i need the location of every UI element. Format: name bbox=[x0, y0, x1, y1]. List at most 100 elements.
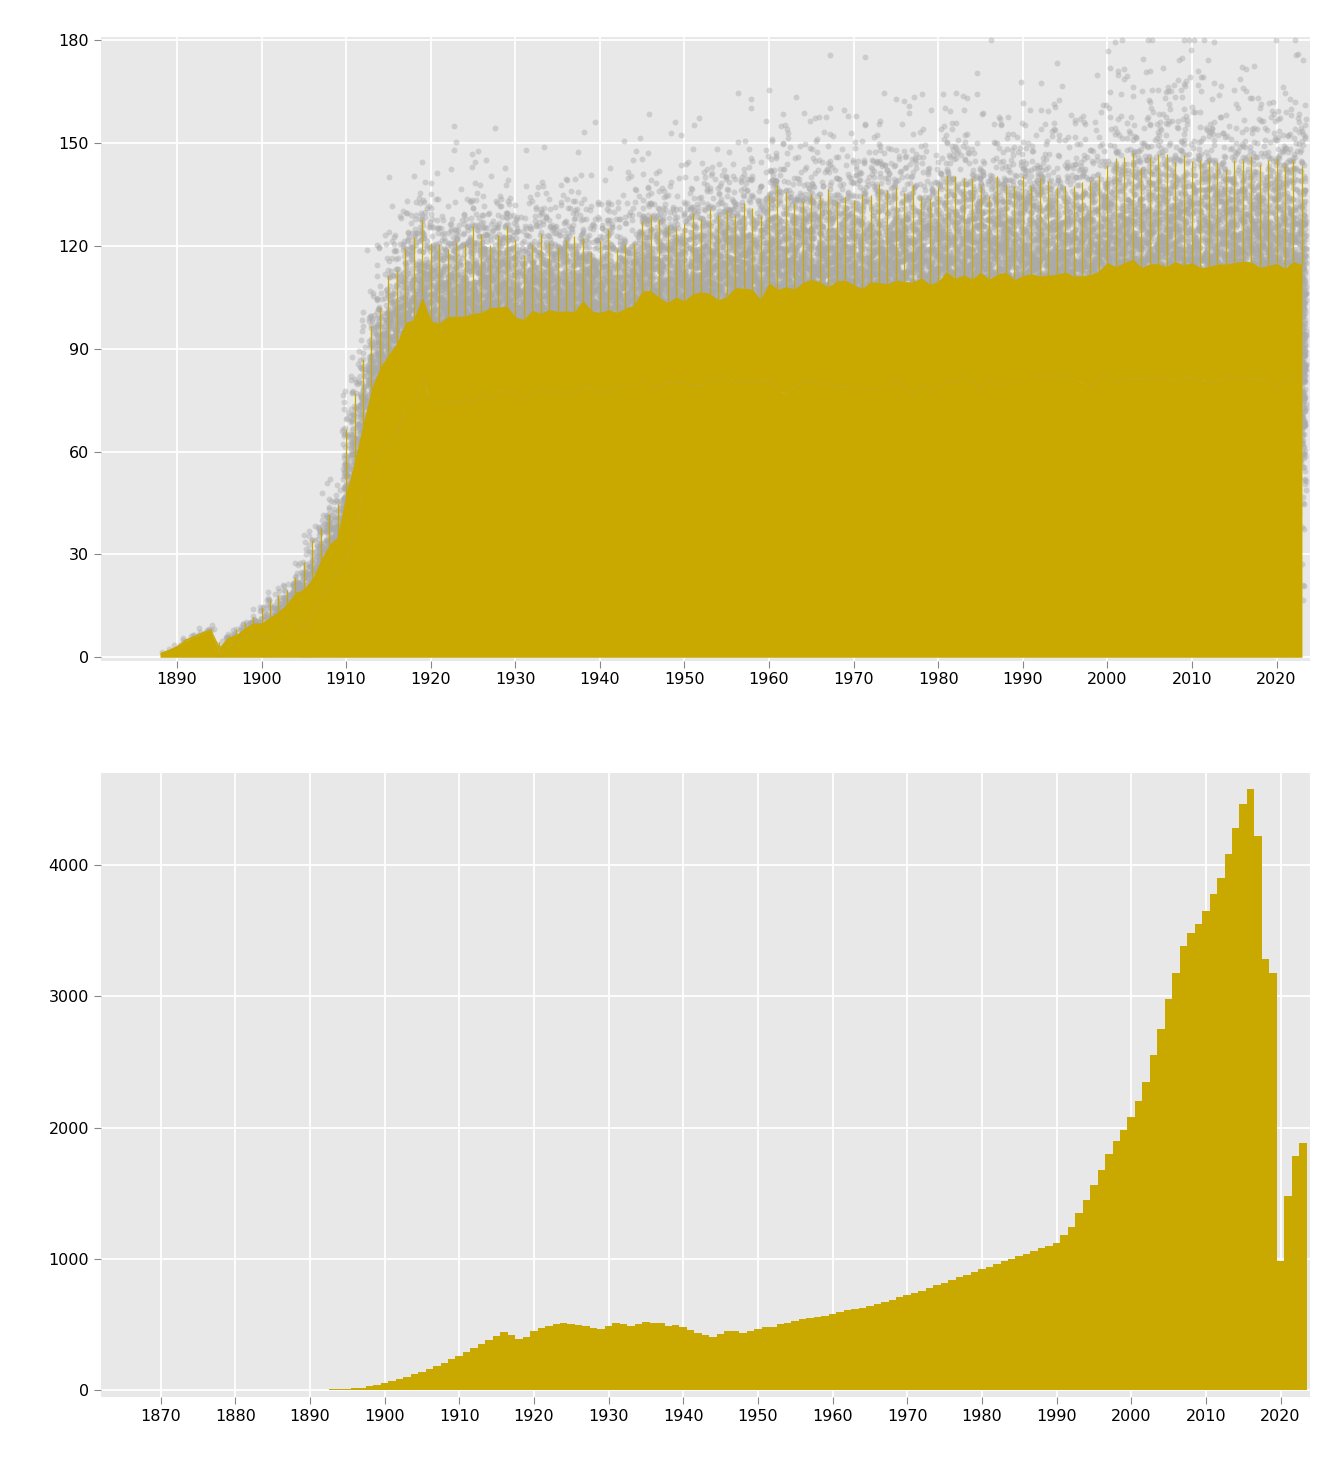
Point bbox=[942, 405, 964, 429]
Point bbox=[960, 300, 981, 324]
Point bbox=[453, 398, 474, 421]
Point bbox=[1046, 417, 1067, 440]
Point bbox=[828, 411, 849, 435]
Point bbox=[890, 418, 911, 442]
Point bbox=[249, 613, 270, 637]
Point bbox=[915, 241, 937, 265]
Point bbox=[1157, 443, 1179, 467]
Point bbox=[496, 201, 517, 225]
Point bbox=[503, 359, 524, 383]
Point bbox=[445, 437, 466, 461]
Point bbox=[948, 364, 969, 387]
Point bbox=[1150, 207, 1172, 231]
Point bbox=[841, 341, 863, 365]
Point bbox=[773, 216, 794, 239]
Point bbox=[1050, 287, 1071, 310]
Point bbox=[496, 307, 517, 331]
Point bbox=[911, 192, 933, 216]
Point bbox=[477, 446, 499, 470]
Point bbox=[883, 350, 905, 374]
Point bbox=[937, 157, 958, 180]
Point bbox=[1223, 347, 1245, 371]
Point bbox=[1203, 247, 1224, 270]
Point bbox=[759, 452, 781, 476]
Point bbox=[946, 371, 968, 395]
Point bbox=[583, 442, 605, 466]
Point bbox=[613, 371, 634, 395]
Point bbox=[1279, 365, 1301, 389]
Point bbox=[886, 291, 907, 315]
Point bbox=[1105, 448, 1126, 471]
Point bbox=[532, 389, 554, 412]
Point bbox=[827, 287, 848, 310]
Point bbox=[1136, 412, 1157, 436]
Point bbox=[886, 217, 907, 241]
Point bbox=[722, 299, 743, 322]
Point bbox=[708, 330, 730, 353]
Point bbox=[689, 389, 711, 412]
Point bbox=[753, 402, 774, 426]
Point bbox=[796, 253, 817, 276]
Point bbox=[681, 238, 703, 262]
Point bbox=[487, 336, 508, 359]
Point bbox=[1210, 420, 1231, 443]
Point bbox=[1066, 333, 1087, 356]
Point bbox=[526, 390, 547, 414]
Point bbox=[637, 365, 659, 389]
Point bbox=[324, 588, 345, 612]
Point bbox=[835, 334, 856, 358]
Point bbox=[1222, 349, 1243, 372]
Point bbox=[439, 427, 461, 451]
Point bbox=[1137, 134, 1159, 158]
Point bbox=[409, 310, 430, 334]
Point bbox=[833, 307, 855, 331]
Point bbox=[863, 236, 884, 260]
Point bbox=[633, 231, 655, 254]
Point bbox=[560, 375, 582, 399]
Point bbox=[398, 333, 419, 356]
Point bbox=[782, 316, 804, 340]
Point bbox=[910, 417, 931, 440]
Point bbox=[737, 368, 758, 392]
Point bbox=[1164, 358, 1185, 381]
Point bbox=[650, 365, 672, 389]
Point bbox=[1168, 300, 1189, 324]
Point bbox=[663, 336, 684, 359]
Point bbox=[1200, 228, 1222, 251]
Point bbox=[1133, 270, 1154, 294]
Point bbox=[821, 398, 843, 421]
Point bbox=[731, 285, 753, 309]
Point bbox=[589, 443, 610, 467]
Point bbox=[1215, 437, 1236, 461]
Point bbox=[857, 275, 879, 299]
Point bbox=[1120, 353, 1141, 377]
Point bbox=[863, 238, 884, 262]
Point bbox=[849, 324, 871, 347]
Point bbox=[477, 406, 499, 430]
Point bbox=[868, 435, 890, 458]
Point bbox=[340, 436, 362, 460]
Point bbox=[1117, 262, 1138, 285]
Point bbox=[1241, 437, 1262, 461]
Point bbox=[1242, 217, 1263, 241]
Point bbox=[1124, 278, 1145, 302]
Point bbox=[413, 266, 434, 290]
Point bbox=[609, 232, 630, 256]
Point bbox=[570, 284, 591, 307]
Point bbox=[1081, 273, 1102, 297]
Point bbox=[1281, 408, 1302, 432]
Point bbox=[559, 330, 581, 353]
Point bbox=[910, 380, 931, 403]
Point bbox=[1117, 343, 1138, 367]
Point bbox=[866, 275, 887, 299]
Point bbox=[531, 362, 552, 386]
Point bbox=[1128, 427, 1149, 451]
Point bbox=[301, 600, 323, 624]
Point bbox=[769, 304, 790, 328]
Point bbox=[578, 448, 599, 471]
Point bbox=[935, 198, 957, 222]
Point bbox=[1056, 226, 1078, 250]
Point bbox=[887, 287, 909, 310]
Point bbox=[637, 275, 659, 299]
Point bbox=[684, 299, 706, 322]
